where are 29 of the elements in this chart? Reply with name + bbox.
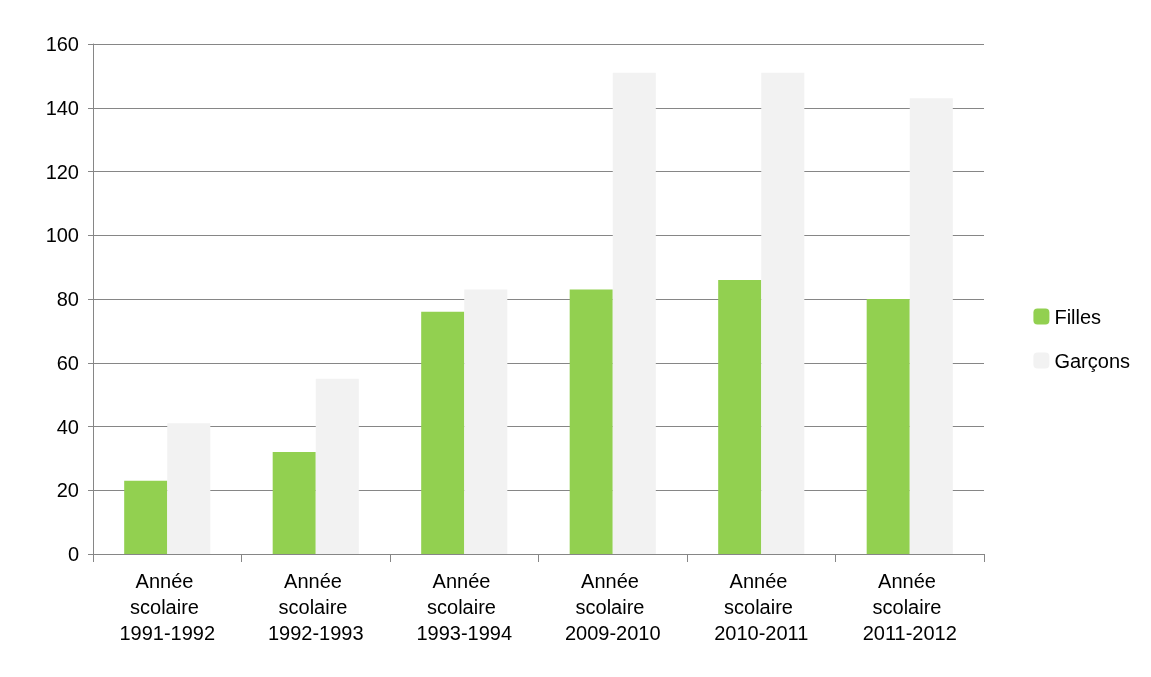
- x-tick-label: Année scolaire 2010-2011: [714, 570, 809, 644]
- bar: [315, 378, 359, 554]
- y-tick-label: 80: [56, 288, 79, 310]
- bar: [612, 72, 656, 554]
- y-tick-label: 120: [45, 160, 79, 183]
- x-tick-label: Année scolaire 1992-1993: [267, 570, 364, 644]
- x-tick-label: Année scolaire 2009-2010: [564, 570, 661, 644]
- bar: [272, 452, 316, 554]
- y-tick-label: 140: [45, 96, 79, 119]
- bar: [167, 423, 211, 554]
- bar: [569, 289, 613, 554]
- y-tick-label: 160: [45, 33, 79, 55]
- bar: [718, 279, 762, 554]
- y-tick-label: 20: [56, 479, 79, 502]
- x-tick-label: Année scolaire 2011-2012: [862, 570, 957, 644]
- bar: [761, 72, 805, 554]
- bar: [909, 98, 953, 554]
- y-tick-label: 60: [56, 351, 79, 374]
- x-tick-label: Année scolaire 1991-1992: [119, 570, 216, 644]
- legend-label: Garçons: [1054, 349, 1131, 372]
- bar: [124, 480, 168, 554]
- legend-label: Filles: [1054, 305, 1102, 328]
- y-tick-label: 40: [56, 415, 79, 438]
- y-tick-label: 100: [45, 224, 79, 247]
- bar: [464, 289, 508, 554]
- x-tick-label: Année scolaire 1993-1994: [416, 570, 513, 644]
- bar: [866, 299, 910, 554]
- y-tick-label: 0: [67, 543, 79, 565]
- bar: [421, 311, 465, 554]
